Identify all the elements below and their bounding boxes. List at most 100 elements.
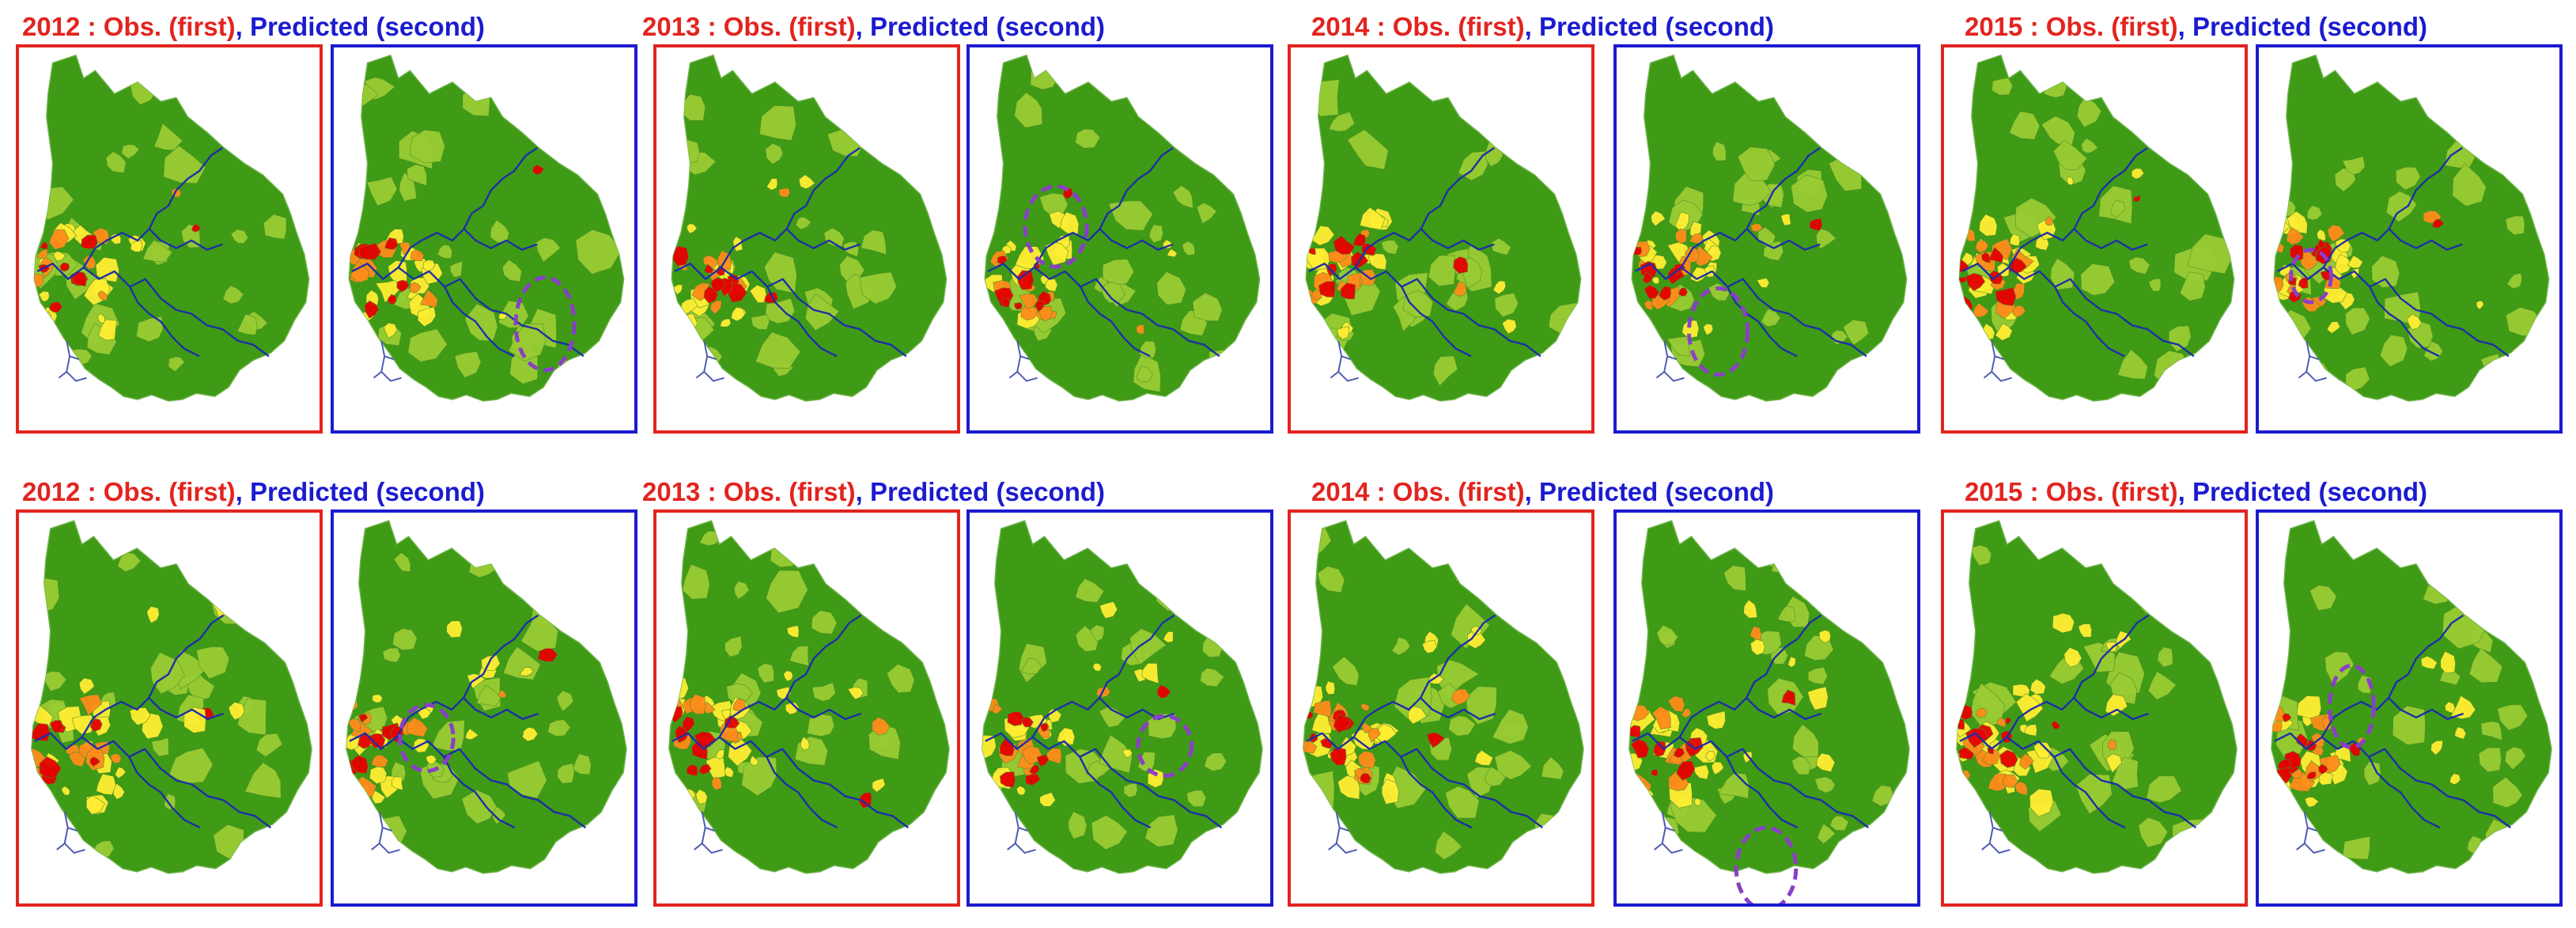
subbasin-patch — [263, 214, 287, 240]
year-label: 2014 — [1311, 477, 1370, 506]
observed-label: Obs. (first) — [723, 12, 856, 41]
river-line — [2322, 146, 2463, 268]
subbasin-patch — [2081, 138, 2098, 153]
subbasin-patch — [2146, 775, 2182, 803]
subbasin-patch — [519, 667, 535, 676]
subbasin-patch — [1108, 200, 1153, 231]
subbasin-patch — [48, 229, 70, 250]
subbasin-patch — [2109, 199, 2126, 218]
river-line — [2073, 228, 2148, 251]
subbasin-patch — [2183, 60, 2218, 93]
subbasin-patch — [522, 727, 539, 742]
subbasin-patch — [1433, 355, 1458, 387]
subbasin-patch — [2453, 521, 2500, 555]
river-inset-glyph — [1983, 340, 2012, 382]
subbasin-patch — [710, 277, 725, 294]
subbasin-patch — [1685, 245, 1700, 263]
subbasin-patch — [1791, 756, 1811, 775]
subbasin-patch — [2117, 349, 2148, 380]
subbasin-patch — [1352, 233, 1366, 247]
subbasin-patch — [2029, 678, 2046, 695]
observed-map-panel-2013 — [653, 509, 960, 907]
subbasin-patch — [2172, 818, 2207, 858]
subbasin-patch — [2009, 111, 2041, 140]
subbasin-patch — [537, 648, 558, 662]
observed-label: Obs. (first) — [103, 477, 236, 506]
subbasin-patch — [1019, 294, 1038, 309]
subbasin-patch — [508, 323, 547, 362]
subbasin-patch — [1750, 223, 1763, 233]
subbasin-patch — [117, 552, 142, 573]
observed-map-panel-2014 — [1288, 509, 1594, 907]
subbasin-patch — [2168, 325, 2192, 352]
subbasin-patch — [419, 289, 439, 308]
river-line — [785, 228, 861, 251]
river-line — [1680, 146, 1821, 268]
year-label: 2013 — [642, 12, 701, 41]
subbasin-patch — [2448, 530, 2468, 551]
subbasin-patch — [1678, 287, 1689, 297]
subbasin-patch — [2283, 817, 2305, 842]
subbasin-patch — [1045, 278, 1058, 292]
subbasin-patch — [115, 767, 127, 779]
subbasin-patch — [1787, 656, 1796, 668]
subbasin-patch — [388, 294, 397, 303]
subbasin-patch — [1693, 764, 1709, 780]
subbasin-patches — [1956, 523, 2216, 858]
predicted-label: Predicted (second) — [869, 477, 1106, 506]
basin-map — [2271, 520, 2552, 874]
subbasin-patch — [2452, 163, 2487, 206]
subbasin-patch — [1792, 724, 1819, 757]
subbasin-patch — [72, 271, 87, 287]
subbasin-patch — [1809, 218, 1823, 231]
subbasin-patch — [461, 790, 498, 824]
subbasin-patch — [1816, 752, 1836, 772]
subbasin-patch — [2491, 558, 2532, 597]
subbasin-patch — [1975, 707, 1988, 718]
subbasin-patch — [2107, 739, 2117, 750]
subbasin-patch — [1694, 797, 1702, 807]
subbasin-patch — [720, 318, 732, 328]
subbasin-patch — [704, 263, 714, 274]
subbasin-patch — [766, 178, 778, 191]
river-inset-glyph — [1655, 340, 1685, 382]
subbasin-patch — [2005, 717, 2012, 725]
predicted-label: Predicted (second) — [2192, 12, 2428, 41]
subbasin-patch — [1328, 112, 1356, 132]
subbasin-patch — [1144, 814, 1178, 847]
subbasin-patch — [671, 312, 698, 336]
panel-title-2014-row2: 2014 : Obs. (first), Predicted (second) — [1311, 477, 1775, 506]
subbasin-patch — [741, 756, 777, 797]
subbasin-patch — [1029, 764, 1040, 776]
subbasin-patch — [409, 282, 422, 294]
river-line — [2054, 286, 2125, 358]
basin-map — [982, 520, 1263, 874]
subbasin-patch — [1526, 608, 1568, 644]
subbasin-patch — [384, 237, 399, 250]
subbasin-patch — [1092, 662, 1103, 672]
panel-title-2013-row2: 2013 : Obs. (first), Predicted (second) — [642, 477, 1106, 506]
subbasin-patch — [1359, 206, 1386, 230]
subbasin-patch — [130, 240, 142, 252]
basin-region — [2273, 54, 2550, 402]
subbasin-patch — [2274, 276, 2284, 293]
river-line — [148, 228, 223, 251]
subbasin-patch — [2342, 835, 2370, 860]
subbasin-patch — [2347, 255, 2363, 269]
subbasin-patch — [1817, 824, 1836, 844]
subbasin-patch — [1681, 708, 1692, 718]
subbasin-patch — [1122, 748, 1133, 758]
subbasin-patch — [2147, 671, 2177, 700]
river-inset-glyph — [1330, 340, 1359, 382]
subbasin-patch — [1380, 240, 1399, 255]
subbasin-patch — [982, 779, 999, 802]
observed-label: Obs. (first) — [2045, 12, 2178, 41]
subbasin-patch — [372, 694, 384, 703]
subbasin-patch — [2052, 612, 2075, 634]
river-inset-glyph — [58, 340, 87, 382]
predicted-map-panel-2012 — [331, 509, 637, 907]
basin-region — [982, 520, 1263, 874]
subbasin-patch — [2484, 130, 2502, 146]
basin-region — [1305, 54, 1582, 402]
river-line — [128, 756, 201, 829]
